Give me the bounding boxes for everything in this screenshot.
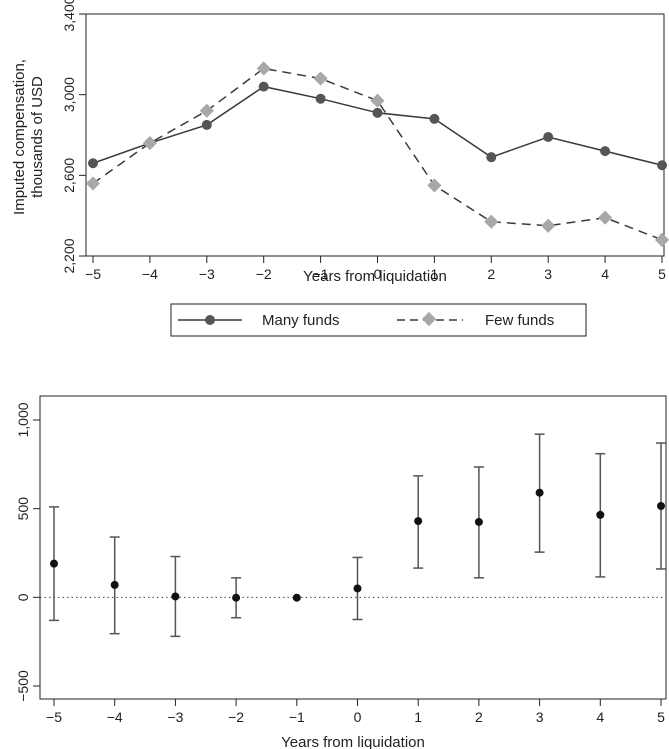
bottom-xlabel: Years from liquidation: [281, 734, 425, 749]
legend-many-funds-marker: [205, 315, 215, 325]
point-few-funds: [85, 176, 101, 191]
bottom-xtick-label: 0: [354, 709, 362, 725]
point-few-funds: [313, 71, 328, 86]
top-xtick-label: −1: [313, 266, 329, 282]
top-xlabel: Years from liquidation: [303, 268, 447, 285]
bottom-xtick-label: 1: [414, 709, 422, 725]
top-ytick-label: 2,600: [61, 158, 77, 193]
point-few-funds: [370, 93, 385, 108]
point-few-funds: [654, 232, 669, 247]
top-ylabel-line1: Imputed compensation,: [11, 59, 28, 215]
bottom-ytick-label: 500: [15, 497, 31, 521]
bottom-ytick-label: 0: [15, 593, 31, 601]
bottom-xtick-label: −4: [107, 709, 123, 725]
coefficient-point: [596, 510, 605, 519]
point-few-funds: [541, 218, 556, 233]
bottom-xtick-label: −5: [46, 709, 62, 725]
bottom-xtick-label: 2: [475, 709, 483, 725]
coefficient-point: [232, 593, 241, 602]
point-many-funds: [258, 81, 269, 92]
bottom-chart: −500 0 500 1,000 −5 −4 −3 −2 −1 0 1 2 3 4 5 Years fro…: [15, 395, 667, 749]
bottom-plot-frame: [39, 395, 667, 700]
bottom-xtick-label: 4: [596, 709, 604, 725]
top-xtick-label: 3: [544, 266, 552, 282]
top-xtick-label: 0: [374, 266, 382, 282]
top-xtick-label: 2: [487, 266, 495, 282]
point-many-funds: [372, 107, 383, 118]
top-ylabel-line2: thousands of USD: [29, 76, 46, 198]
top-ytick-label: 2,200: [61, 238, 77, 273]
point-many-funds: [600, 146, 611, 157]
point-many-funds: [429, 113, 440, 124]
line-few-funds: [92, 67, 663, 241]
coefficient-point: [474, 517, 483, 526]
point-many-funds: [88, 158, 98, 169]
point-few-funds: [484, 214, 499, 229]
point-few-funds: [598, 210, 613, 225]
coefficient-point: [110, 580, 119, 589]
top-ytick-label: 3,400: [61, 0, 77, 32]
top-legend: Many funds Few funds: [170, 303, 587, 337]
top-ytick-label: 3,000: [61, 77, 77, 112]
point-many-funds: [486, 152, 497, 163]
point-few-funds: [427, 178, 442, 193]
coefficient-point: [535, 488, 544, 497]
coefficient-point: [414, 517, 423, 526]
bottom-xtick-label: −1: [289, 709, 305, 725]
bottom-xtick-label: −3: [167, 709, 183, 725]
top-plot-frame: [85, 13, 665, 257]
coefficient-point: [171, 592, 180, 601]
point-few-funds: [199, 103, 214, 118]
bottom-ytick-label: 1,000: [15, 402, 31, 437]
point-many-funds: [315, 93, 326, 104]
bottom-xtick-label: 3: [536, 709, 544, 725]
coefficient-point: [657, 502, 665, 511]
legend-many-funds-label: Many funds: [262, 312, 340, 329]
top-xtick-label: −5: [85, 266, 101, 282]
point-many-funds: [657, 160, 667, 171]
point-few-funds: [256, 61, 271, 76]
bottom-xtick-label: 5: [657, 709, 665, 725]
point-few-funds: [142, 135, 157, 151]
legend-few-funds-marker: [421, 311, 437, 327]
point-many-funds: [201, 119, 212, 130]
legend-few-funds-label: Few funds: [485, 312, 554, 329]
point-many-funds: [543, 132, 554, 143]
coefficient-point: [50, 559, 58, 568]
top-xtick-label: −2: [256, 266, 272, 282]
top-xtick-label: 4: [601, 266, 609, 282]
coefficient-point: [292, 593, 301, 602]
coefficient-point: [353, 584, 362, 593]
bottom-ytick-label: −500: [15, 670, 31, 702]
top-chart: 2,200 2,600 3,000 3,400 −5 −4 −3 −2 −1 0 1 2 3 4 5 Im…: [11, 0, 669, 337]
bottom-xtick-label: −2: [228, 709, 244, 725]
top-xtick-label: 5: [658, 266, 666, 282]
top-xtick-label: 1: [431, 266, 439, 282]
top-xtick-label: −3: [199, 266, 215, 282]
top-xtick-label: −4: [142, 266, 158, 282]
